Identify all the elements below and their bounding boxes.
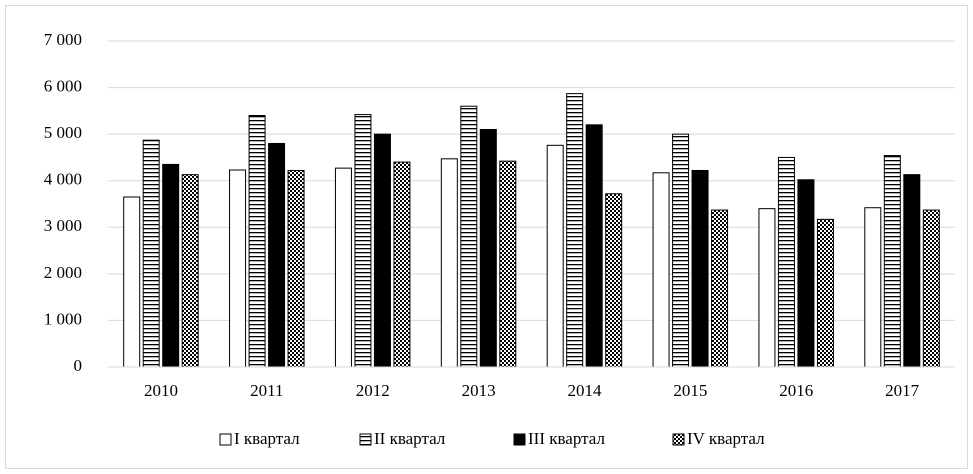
bar	[605, 193, 623, 368]
bar	[652, 172, 670, 368]
bar	[393, 161, 411, 368]
y-tick-label: 2 000	[44, 263, 82, 282]
bar	[546, 144, 564, 368]
bar	[758, 208, 776, 368]
bar	[123, 196, 141, 368]
legend-label: II квартал	[374, 429, 446, 448]
bar	[479, 128, 497, 368]
legend-label: IV квартал	[687, 429, 765, 448]
y-tick-label: 7 000	[44, 30, 82, 49]
legend-swatch	[219, 433, 232, 446]
y-tick-label: 3 000	[44, 216, 82, 235]
y-tick-label: 5 000	[44, 123, 82, 142]
bar	[883, 155, 901, 368]
legend-swatch	[359, 433, 372, 446]
x-tick-label: 2010	[144, 381, 178, 400]
legend-swatch	[672, 433, 685, 446]
bar	[460, 105, 478, 368]
bar	[777, 156, 795, 368]
x-tick-label: 2011	[250, 381, 283, 400]
bar	[229, 169, 247, 368]
x-tick-label: 2017	[885, 381, 920, 400]
bar	[691, 169, 709, 368]
y-tick-label: 6 000	[44, 76, 82, 95]
bar	[922, 209, 940, 368]
bar	[499, 160, 517, 368]
bar	[334, 167, 352, 368]
bar	[903, 174, 921, 368]
legend-label: III квартал	[528, 429, 605, 448]
bar	[268, 142, 286, 368]
bar	[181, 174, 199, 368]
bar	[797, 179, 815, 368]
bar	[585, 124, 603, 368]
x-tick-label: 2015	[673, 381, 707, 400]
bar	[816, 218, 834, 368]
y-tick-label: 0	[74, 356, 83, 375]
bar	[672, 133, 690, 368]
bar	[373, 133, 391, 368]
bar	[248, 115, 266, 368]
bar	[354, 114, 372, 368]
y-tick-label: 1 000	[44, 309, 82, 328]
bar	[440, 158, 458, 368]
x-tick-label: 2012	[356, 381, 390, 400]
x-tick-label: 2016	[779, 381, 813, 400]
x-tick-label: 2014	[567, 381, 602, 400]
legend-swatch	[513, 433, 526, 446]
bar	[287, 169, 305, 368]
bar	[711, 209, 729, 368]
y-tick-label: 4 000	[44, 170, 82, 189]
legend-label: I квартал	[234, 429, 300, 448]
bar	[864, 207, 882, 368]
bar	[142, 139, 160, 368]
bar	[566, 93, 584, 368]
x-tick-label: 2013	[462, 381, 496, 400]
bar	[162, 163, 180, 368]
